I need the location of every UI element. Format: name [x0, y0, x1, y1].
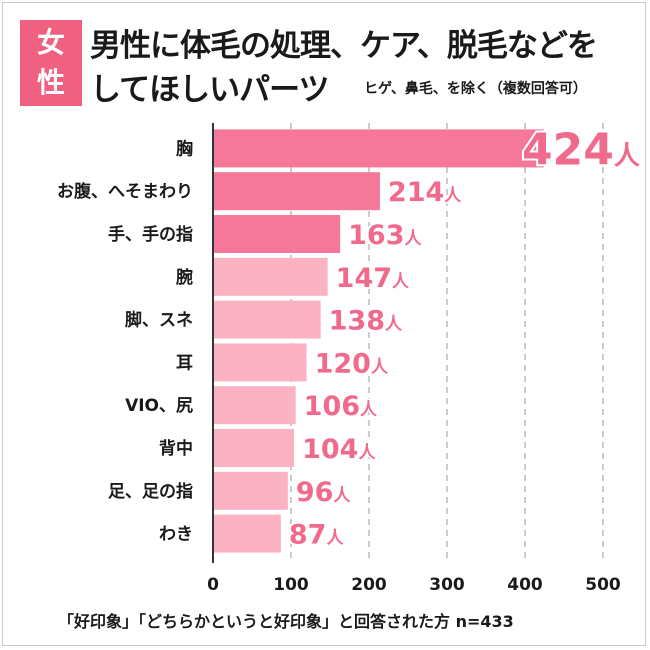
bar-5 [213, 300, 321, 339]
gender-badge: 女 性 [20, 20, 82, 106]
x-tick-label: 0 [207, 575, 219, 595]
value-number: 96 [296, 477, 334, 508]
x-tick-label: 500 [585, 575, 621, 595]
value-number: 138 [329, 306, 385, 337]
value-unit: 人 [405, 229, 423, 249]
value-label: 138人 [329, 306, 403, 337]
value-number: 214 [388, 177, 444, 208]
chart-title-line1: 男性に体毛の処理、ケア、脱毛などを [90, 28, 598, 64]
value-number: 163 [348, 220, 404, 251]
value-number: 147 [336, 263, 392, 294]
bar-7 [213, 386, 296, 425]
value-unit: 人 [360, 400, 378, 420]
value-unit: 人 [371, 357, 389, 377]
value-label: 120人 [315, 348, 389, 379]
x-tick-label: 400 [507, 575, 543, 595]
category-label: わき [159, 525, 193, 545]
badge-line1: 女 [36, 26, 65, 59]
value-unit: 人 [444, 186, 462, 206]
category-label: 背中 [159, 438, 193, 459]
value-unit: 人 [358, 443, 376, 463]
category-label: 耳 [176, 353, 193, 373]
bar-9 [213, 471, 288, 510]
bar-10 [213, 514, 281, 553]
chart-subtitle: ヒゲ、鼻毛、を除く（複数回答可） [364, 81, 587, 97]
bar-6 [213, 343, 307, 382]
bar-3 [213, 215, 341, 253]
bar-1 [213, 129, 544, 168]
value-number: 424 [522, 124, 614, 175]
value-label: 87人 [289, 520, 345, 551]
value-label: 214人 [388, 177, 462, 208]
value-unit: 人 [326, 529, 344, 549]
value-number: 104 [302, 434, 358, 465]
value-label: 424人 [522, 124, 640, 175]
value-unit: 人 [392, 272, 410, 292]
x-tick-label: 300 [429, 575, 465, 595]
value-label: 147人 [336, 263, 410, 294]
bar-2 [213, 172, 380, 211]
category-label: 手、手の指 [108, 224, 193, 245]
chart-title-line2: してほしいパーツ [90, 72, 329, 108]
badge-line2: 性 [36, 66, 65, 99]
value-unit: 人 [614, 141, 640, 171]
footnote: 「好印象」「どちらかというと好印象」と回答された方 n=433 [58, 612, 514, 631]
value-label: 96人 [296, 477, 352, 508]
value-label: 163人 [348, 220, 422, 251]
category-label: 腕 [176, 267, 193, 288]
value-number: 87 [289, 520, 327, 551]
category-label: お腹、へそまわり [57, 181, 193, 202]
value-label: 104人 [302, 434, 376, 465]
value-label: 106人 [304, 391, 378, 422]
category-label: 足、足の指 [108, 481, 193, 502]
bar-8 [213, 429, 295, 467]
category-label: 胸 [176, 138, 193, 159]
value-unit: 人 [385, 315, 403, 335]
x-tick-label: 100 [273, 575, 309, 595]
value-number: 106 [304, 391, 360, 422]
bar-4 [213, 257, 328, 296]
category-label: VIO、尻 [125, 396, 193, 416]
category-label: 脚、スネ [125, 310, 193, 331]
x-tick-label: 200 [351, 575, 387, 595]
value-number: 120 [315, 348, 371, 379]
value-unit: 人 [333, 486, 351, 506]
